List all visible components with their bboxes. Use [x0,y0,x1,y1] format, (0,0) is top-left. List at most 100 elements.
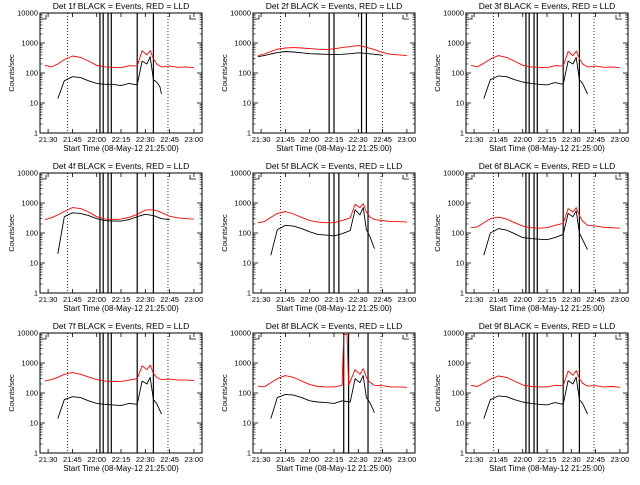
chart-panel: Det 2f BLACK = Events, RED = LLD 21:30 21:… [220,1,416,153]
y-axis-label: Counts/sec [7,54,16,92]
y-tick-label: 10000 [230,169,251,178]
corner-marker [189,335,196,340]
x-tick-label: 22:15 [112,295,131,304]
x-tick-label: 22:30 [349,295,368,304]
lld-series-line [257,45,407,57]
x-tick-label: 22:15 [538,295,557,304]
y-tick-label: 100 [451,229,464,238]
x-tick-label: 22:45 [586,135,605,144]
y-tick-label: 1000 [234,199,251,208]
chart-panel: Det 5f BLACK = Events, RED = LLD 21:30 21:… [220,161,416,313]
plot-frame [252,332,416,454]
y-tick-label: 10000 [443,169,464,178]
x-tick-label: 23:00 [611,135,630,144]
y-tick-label: 10 [243,259,251,268]
y-tick-label: 100 [451,69,464,78]
plot-frame [39,332,203,454]
x-tick-label: 23:00 [398,135,417,144]
chart-title: Det 6f BLACK = Events, RED = LLD [479,161,616,171]
x-tick-label: 22:15 [325,455,344,464]
y-tick-label: 10000 [230,329,251,338]
y-axis-label: Counts/sec [433,54,442,92]
y-tick-label: 100 [25,389,38,398]
y-axis-label: Counts/sec [433,374,442,412]
chart-panel: Det 1f BLACK = Events, RED = LLD 21:30 21:… [7,1,203,153]
events-series-line [270,207,375,256]
y-tick-label: 10000 [17,169,38,178]
x-tick-label: 22:30 [562,135,581,144]
corner-marker [402,15,409,20]
corner-marker [255,335,260,340]
lld-series-line [470,207,620,229]
y-tick-label: 10 [30,259,38,268]
x-tick-label: 23:00 [398,295,417,304]
y-tick-label: 1 [460,449,464,458]
x-tick-label: 23:00 [611,455,630,464]
x-tick-label: 22:00 [87,455,106,464]
y-tick-label: 1000 [447,39,464,48]
x-tick-label: 21:45 [63,135,82,144]
x-tick-label: 22:30 [349,455,368,464]
corner-marker [255,15,260,20]
x-tick-label: 21:45 [63,295,82,304]
chart-title: Det 3f BLACK = Events, RED = LLD [479,1,616,11]
events-series-line [57,376,162,419]
x-axis-label: Start Time (08-May-12 21:25:00) [63,464,179,473]
x-tick-label: 22:45 [160,455,179,464]
x-tick-label: 22:30 [562,455,581,464]
x-tick-label: 22:15 [112,455,131,464]
x-tick-label: 21:30 [39,135,58,144]
x-axis-label: Start Time (08-May-12 21:25:00) [63,304,179,313]
x-tick-label: 22:45 [373,455,392,464]
chart-title: Det 9f BLACK = Events, RED = LLD [479,321,616,331]
lld-series-line [44,50,194,69]
lld-series-line [44,207,194,221]
y-tick-label: 1000 [21,199,38,208]
y-tick-label: 1000 [447,199,464,208]
corner-marker [615,15,622,20]
chart-title: Det 5f BLACK = Events, RED = LLD [266,161,403,171]
y-tick-label: 1 [460,129,464,138]
chart-panel: Det 4f BLACK = Events, RED = LLD 21:30 21:… [7,161,203,313]
x-tick-label: 23:00 [185,295,204,304]
y-tick-label: 1000 [234,359,251,368]
y-tick-label: 1 [34,449,38,458]
x-tick-label: 22:45 [160,295,179,304]
chart-title: Det 1f BLACK = Events, RED = LLD [53,1,190,11]
x-axis-label: Start Time (08-May-12 21:25:00) [489,304,605,313]
corner-marker [468,335,473,340]
corner-marker [615,335,622,340]
y-tick-label: 100 [238,69,251,78]
y-tick-label: 10000 [17,9,38,18]
plot-frame [465,332,629,454]
y-tick-label: 1 [247,289,251,298]
x-axis-label: Start Time (08-May-12 21:25:00) [489,464,605,473]
y-tick-label: 1 [247,129,251,138]
x-tick-label: 21:45 [276,135,295,144]
x-tick-label: 21:45 [276,295,295,304]
y-tick-label: 100 [25,229,38,238]
x-axis-label: Start Time (08-May-12 21:25:00) [276,144,392,153]
y-tick-label: 10 [456,99,464,108]
x-tick-label: 21:45 [63,455,82,464]
x-tick-label: 21:45 [489,295,508,304]
corner-marker [189,15,196,20]
x-tick-label: 21:30 [465,135,484,144]
x-axis-label: Start Time (08-May-12 21:25:00) [276,304,392,313]
y-tick-label: 10 [30,419,38,428]
x-tick-label: 22:00 [513,455,532,464]
y-tick-label: 1000 [21,39,38,48]
events-series-line [483,376,588,419]
x-tick-label: 22:45 [586,455,605,464]
corner-marker [255,175,260,180]
corner-marker [189,175,196,180]
x-tick-label: 22:45 [373,295,392,304]
y-axis-label: Counts/sec [7,374,16,412]
corner-marker [468,15,473,20]
events-series-line [257,51,383,58]
y-tick-label: 1 [34,289,38,298]
y-axis-label: Counts/sec [220,214,229,252]
x-tick-label: 21:30 [252,295,271,304]
